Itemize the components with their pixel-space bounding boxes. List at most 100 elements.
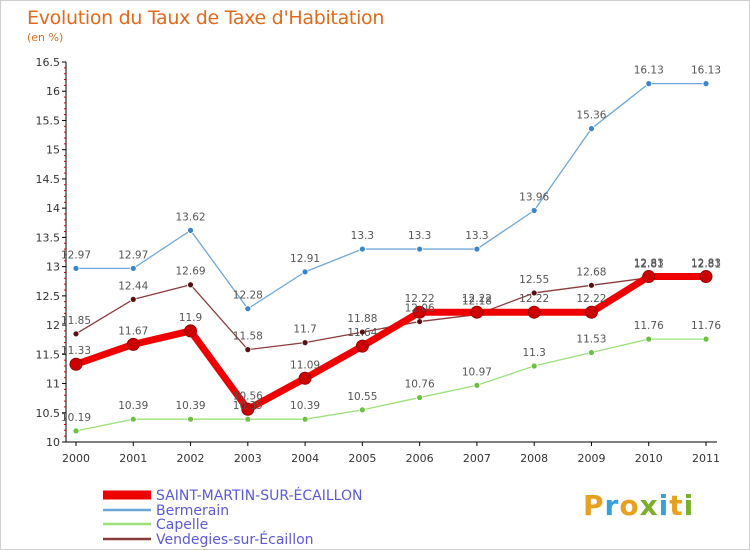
x-tick-label: 2008	[520, 452, 548, 465]
x-tick-label: 2004	[291, 452, 319, 465]
y-tick-label: 15.5	[36, 114, 61, 127]
data-point	[530, 207, 538, 214]
logo-letter: P	[583, 489, 605, 522]
data-point	[187, 226, 194, 234]
data-label: 11.85	[61, 315, 91, 327]
legend-label: SAINT-MARTIN-SUR-ÉCAILLON	[156, 487, 362, 504]
data-point	[645, 335, 653, 343]
data-label: 10.39	[176, 400, 206, 412]
data-point	[301, 339, 309, 347]
legend-label: Vendegies-sur-Écaillon	[156, 531, 314, 548]
data-point	[129, 415, 137, 423]
data-point	[72, 427, 80, 435]
data-label: 12.83	[634, 258, 664, 270]
data-point	[588, 125, 595, 133]
chart-subtitle: (en %)	[27, 31, 64, 44]
y-tick-label: 12	[46, 319, 60, 332]
y-tick-label: 16.5	[36, 56, 61, 69]
data-label: 11.09	[290, 359, 320, 371]
data-label: 12.22	[576, 293, 606, 305]
logo-letter: i	[658, 489, 670, 522]
data-label: 11.3	[522, 347, 545, 359]
data-point	[699, 270, 713, 284]
data-point	[470, 305, 484, 319]
data-point	[527, 305, 541, 319]
x-tick-label: 2000	[62, 452, 90, 465]
logo-letter: x	[639, 489, 659, 522]
data-point	[244, 415, 252, 423]
x-tick-label: 2011	[692, 452, 720, 465]
data-point	[416, 245, 424, 253]
data-label: 12.22	[462, 293, 492, 305]
data-label: 12.55	[519, 274, 549, 286]
data-label: 13.3	[408, 230, 431, 242]
y-tick-label: 11	[46, 378, 60, 391]
x-tick-label: 2009	[577, 452, 605, 465]
data-label: 12.68	[576, 266, 606, 278]
data-point	[241, 402, 255, 416]
proxiti-logo: Proxiti	[583, 489, 694, 522]
data-label: 12.22	[519, 293, 549, 305]
data-point	[187, 415, 194, 423]
data-label: 11.76	[634, 320, 664, 332]
data-label: 11.7	[293, 324, 316, 336]
x-tick-label: 2002	[177, 452, 205, 465]
data-label: 12.83	[691, 258, 721, 270]
data-label: 10.19	[61, 412, 91, 424]
data-point	[473, 381, 481, 389]
data-point	[645, 80, 653, 88]
data-point	[416, 394, 424, 401]
data-point	[358, 406, 366, 414]
data-label: 11.76	[691, 320, 721, 332]
data-point	[413, 305, 427, 319]
data-label: 13.3	[351, 230, 374, 242]
series-line	[75, 338, 707, 432]
data-point	[530, 289, 538, 297]
data-label: 11.67	[118, 325, 148, 337]
data-label: 16.13	[634, 65, 664, 77]
x-tick-label: 2001	[119, 452, 147, 465]
data-point	[301, 415, 309, 423]
data-point	[588, 281, 595, 289]
data-point	[358, 328, 366, 336]
chart-title: Evolution du Taux de Taxe d'Habitation	[27, 7, 385, 29]
data-label: 13.96	[519, 191, 549, 203]
y-tick-label: 15	[46, 144, 60, 157]
data-label: 15.36	[576, 110, 606, 122]
data-label: 10.39	[290, 400, 320, 412]
data-label: 10.39	[118, 400, 148, 412]
data-point	[301, 268, 309, 276]
data-label: 12.97	[61, 249, 91, 261]
data-label: 11.53	[576, 334, 606, 346]
data-point	[72, 330, 80, 338]
data-point	[416, 318, 424, 325]
x-tick-label: 2006	[406, 452, 434, 465]
data-point	[69, 357, 83, 371]
data-label: 12.69	[176, 266, 206, 278]
data-label: 12.22	[405, 293, 435, 305]
x-tick-label: 2010	[635, 452, 663, 465]
series-line	[75, 82, 707, 310]
data-point	[129, 295, 137, 303]
data-point	[473, 245, 481, 253]
y-tick-label: 11.5	[36, 348, 61, 361]
x-tick-label: 2007	[463, 452, 491, 465]
data-label: 11.88	[347, 313, 377, 325]
y-tick-label: 14	[46, 202, 60, 215]
y-tick-label: 13.5	[36, 231, 61, 244]
logo-letter: r	[604, 489, 620, 522]
data-label: 10.76	[405, 379, 435, 391]
data-label: 10.56	[233, 390, 263, 402]
data-point	[187, 281, 194, 289]
data-label: 11.58	[233, 331, 263, 343]
data-label: 10.97	[462, 366, 492, 378]
data-label: 12.18	[462, 296, 492, 308]
y-tick-label: 10.5	[36, 407, 61, 420]
data-point	[588, 349, 595, 356]
series-line	[72, 273, 710, 413]
y-tick-label: 14.5	[36, 173, 61, 186]
data-label: 12.97	[118, 249, 148, 261]
data-point	[129, 264, 137, 272]
